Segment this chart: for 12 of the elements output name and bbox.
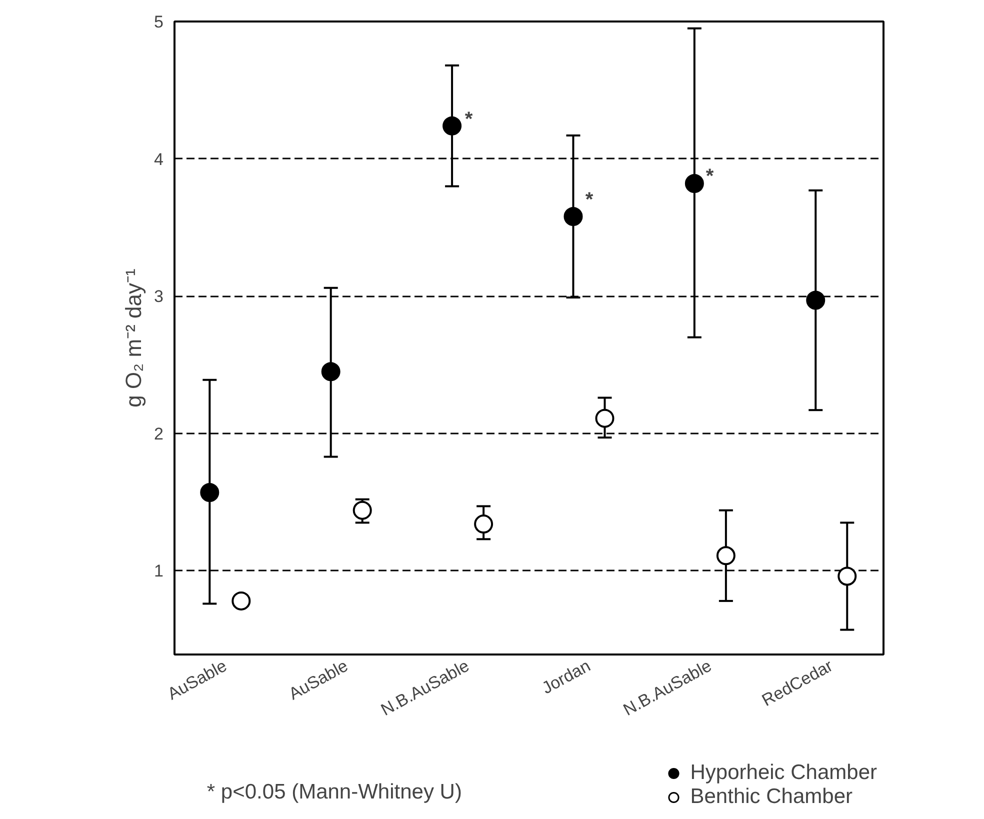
y-tick-label: 3 — [154, 287, 164, 306]
text: * p<0.05 (Mann-Whitney U) — [206, 780, 462, 804]
legend-label: Benthic Chamber — [690, 785, 852, 809]
y-tick-label: 2 — [154, 424, 164, 444]
annotation: * — [706, 166, 714, 188]
y-tick-label: 1 — [154, 562, 164, 581]
y-tick-label: 4 — [154, 150, 164, 169]
legend-label: Hyporheic Chamber — [690, 761, 877, 785]
y-axis-title: g O₂ m⁻² day⁻¹ — [121, 268, 146, 408]
y-tick-label: 5 — [154, 12, 164, 32]
annotation: * — [464, 108, 473, 131]
annotation: * — [585, 189, 594, 212]
